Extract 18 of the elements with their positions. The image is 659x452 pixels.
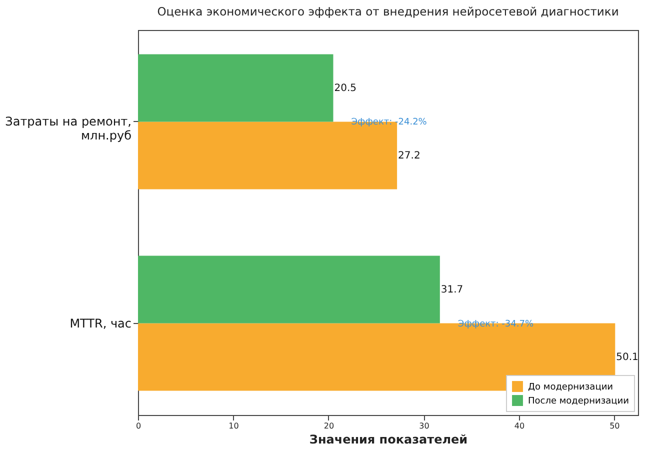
data-label: 31.7 (440, 284, 464, 296)
x-tick-label: 30 (419, 422, 430, 430)
x-tick-label: 10 (228, 422, 239, 430)
legend-label: После модернизации (528, 396, 630, 406)
y-tick-label: MTTR, час (70, 316, 132, 330)
legend-label: До модернизации (528, 382, 614, 392)
bar (138, 54, 334, 122)
y-tick-label: Затраты на ремонт, млн.руб (5, 114, 132, 143)
x-tick-label: 50 (610, 422, 620, 430)
x-tick-label: 20 (324, 422, 334, 430)
x-axis-title: Значения показателей (309, 432, 468, 446)
data-label: 50.1 (616, 352, 638, 364)
x-tick-label: 0 (136, 422, 142, 430)
data-label: 27.2 (398, 150, 420, 162)
data-label: 20.5 (334, 82, 357, 94)
x-tick-label: 40 (514, 422, 525, 430)
bar (138, 256, 440, 324)
chart-title: Оценка экономического эффекта от внедрения нейросетевой диагностики (157, 4, 619, 18)
